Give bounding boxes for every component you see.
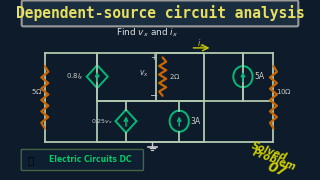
Text: 07: 07 (266, 160, 288, 179)
Text: 5$\Omega$: 5$\Omega$ (31, 87, 42, 96)
Text: $v_x$: $v_x$ (139, 69, 149, 79)
Text: −: − (150, 91, 158, 101)
Text: 3A: 3A (190, 117, 201, 126)
Text: 0.25$v_x$: 0.25$v_x$ (91, 117, 113, 126)
FancyBboxPatch shape (22, 1, 298, 26)
Text: +: + (150, 53, 157, 62)
Text: Dependent-source circuit analysis: Dependent-source circuit analysis (16, 5, 304, 21)
Text: 2$\Omega$: 2$\Omega$ (169, 72, 180, 81)
Text: 📖: 📖 (28, 155, 34, 165)
Text: 5A: 5A (254, 72, 264, 81)
Text: Solved: Solved (250, 140, 288, 162)
Text: 10$\Omega$: 10$\Omega$ (276, 87, 292, 96)
Text: Find $v_x$ and $i_x$: Find $v_x$ and $i_x$ (116, 26, 178, 39)
Text: Electric Circuits DC: Electric Circuits DC (49, 156, 132, 165)
Text: $i_x$: $i_x$ (197, 38, 205, 50)
FancyBboxPatch shape (21, 149, 143, 170)
Text: 0.8$i_x$: 0.8$i_x$ (66, 71, 84, 82)
Text: Problem: Problem (251, 147, 297, 172)
